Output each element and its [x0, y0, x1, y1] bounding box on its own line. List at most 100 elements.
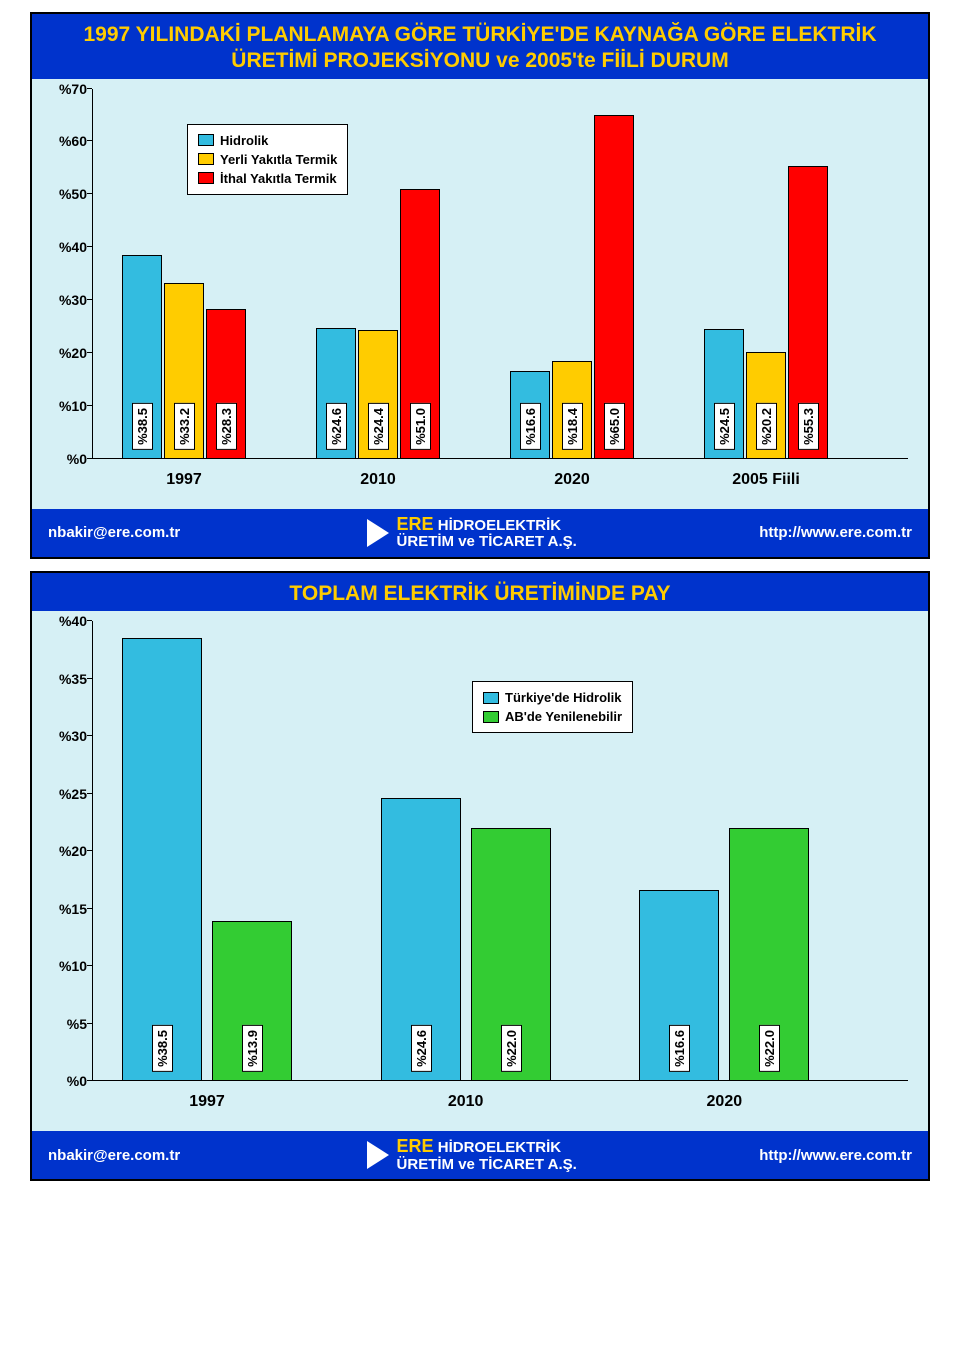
footer-company-block: ERE HİDROELEKTRİK ÜRETİM ve TİCARET A.Ş.: [363, 1137, 577, 1173]
y-axis: [92, 89, 93, 459]
x-tick-label: 1997: [189, 1093, 225, 1111]
y-tick-label: %40: [42, 613, 87, 629]
bar-value-label: %24.4: [368, 403, 389, 450]
legend: Türkiye'de Hidrolik AB'de Yenilenebilir: [472, 681, 633, 733]
bar: %16.6: [510, 371, 550, 459]
legend-item: İthal Yakıtla Termik: [198, 169, 337, 188]
y-tick-label: %25: [42, 786, 87, 802]
bar-value-label: %65.0: [604, 403, 625, 450]
footer-url: http://www.ere.com.tr: [759, 1147, 912, 1164]
y-tick-label: %35: [42, 671, 87, 687]
y-tick-label: %20: [42, 345, 87, 361]
slide-title-2: TOPLAM ELEKTRİK ÜRETİMİNDE PAY: [32, 573, 928, 611]
legend-label: AB'de Yenilenebilir: [505, 709, 622, 724]
y-tick-mark: [87, 735, 92, 736]
y-tick-label: %5: [42, 1016, 87, 1032]
legend-item: Hidrolik: [198, 131, 337, 150]
y-tick-mark: [87, 678, 92, 679]
bar-value-label: %28.3: [216, 403, 237, 450]
y-tick-mark: [87, 850, 92, 851]
company-line1: HİDROELEKTRİK: [438, 1139, 561, 1156]
footer-email: nbakir@ere.com.tr: [48, 1147, 180, 1164]
y-tick-mark: [87, 352, 92, 353]
slide-2: TOPLAM ELEKTRİK ÜRETİMİNDE PAY %0 %5 %10 %1…: [30, 571, 930, 1182]
plot-2: %0%5%10%15%20%25%30%35%401997%38.5%13.92…: [92, 621, 908, 1081]
footer-company-text: ERE HİDROELEKTRİK ÜRETİM ve TİCARET A.Ş.: [397, 1137, 577, 1173]
x-tick-label: 1997: [166, 471, 202, 489]
legend-swatch: [198, 172, 214, 184]
bar-value-label: %24.6: [411, 1025, 432, 1072]
x-tick-label: 2010: [448, 1093, 484, 1111]
bar-value-label: %16.6: [669, 1025, 690, 1072]
footer-2: nbakir@ere.com.tr ERE HİDROELEKTRİK ÜRET…: [32, 1131, 928, 1179]
x-tick-label: 2005 Fiili: [732, 471, 800, 489]
bar-value-label: %13.9: [242, 1025, 263, 1072]
bar-value-label: %20.2: [756, 403, 777, 450]
bar: %13.9: [212, 921, 292, 1081]
bar: %18.4: [552, 361, 592, 458]
bar-value-label: %38.5: [132, 403, 153, 450]
bar: %24.6: [381, 798, 461, 1081]
bar: %24.5: [704, 329, 744, 459]
bar: %16.6: [639, 890, 719, 1081]
bar: %38.5: [122, 255, 162, 459]
y-tick-mark: [87, 88, 92, 89]
bar-value-label: %33.2: [174, 403, 195, 450]
legend-item: AB'de Yenilenebilir: [483, 707, 622, 726]
y-tick-label: %50: [42, 186, 87, 202]
company-line1: HİDROELEKTRİK: [438, 517, 561, 534]
bar-value-label: %22.0: [501, 1025, 522, 1072]
legend: Hidrolik Yerli Yakıtla Termik İthal Yakıtl…: [187, 124, 348, 195]
bar: %24.6: [316, 328, 356, 458]
company-prefix: ERE: [397, 514, 434, 534]
bar-value-label: %38.5: [152, 1025, 173, 1072]
company-prefix: ERE: [397, 1136, 434, 1156]
footer-url: http://www.ere.com.tr: [759, 524, 912, 541]
y-tick-mark: [87, 193, 92, 194]
y-tick-mark: [87, 620, 92, 621]
legend-swatch: [483, 692, 499, 704]
bar: %22.0: [729, 828, 809, 1081]
y-tick-label: %70: [42, 81, 87, 97]
y-tick-label: %10: [42, 398, 87, 414]
x-tick-label: 2010: [360, 471, 396, 489]
y-tick-mark: [87, 1080, 92, 1081]
footer-company-text: ERE HİDROELEKTRİK ÜRETİM ve TİCARET A.Ş.: [397, 515, 577, 551]
bar-value-label: %51.0: [410, 403, 431, 450]
y-tick-label: %0: [42, 1073, 87, 1089]
legend-item: Türkiye'de Hidrolik: [483, 688, 622, 707]
y-tick-mark: [87, 140, 92, 141]
company-line2: ÜRETİM ve TİCARET A.Ş.: [397, 1156, 577, 1173]
bar: %28.3: [206, 309, 246, 459]
bar-value-label: %22.0: [759, 1025, 780, 1072]
legend-label: Yerli Yakıtla Termik: [220, 152, 337, 167]
y-tick-label: %30: [42, 292, 87, 308]
legend-label: Hidrolik: [220, 133, 268, 148]
x-tick-label: 2020: [554, 471, 590, 489]
y-tick-label: %30: [42, 728, 87, 744]
y-tick-mark: [87, 908, 92, 909]
company-line2: ÜRETİM ve TİCARET A.Ş.: [397, 533, 577, 550]
x-tick-label: 2020: [707, 1093, 743, 1111]
y-tick-mark: [87, 299, 92, 300]
legend-swatch: [483, 711, 499, 723]
bar: %65.0: [594, 115, 634, 459]
bar-value-label: %24.5: [714, 403, 735, 450]
chart-2: %0%5%10%15%20%25%30%35%401997%38.5%13.92…: [32, 611, 928, 1131]
y-tick-mark: [87, 458, 92, 459]
legend-label: Türkiye'de Hidrolik: [505, 690, 622, 705]
y-tick-mark: [87, 405, 92, 406]
legend-swatch: [198, 134, 214, 146]
legend-swatch: [198, 153, 214, 165]
legend-label: İthal Yakıtla Termik: [220, 171, 337, 186]
bar: %33.2: [164, 283, 204, 458]
bar-value-label: %55.3: [798, 403, 819, 450]
bar-value-label: %18.4: [562, 403, 583, 450]
slide-title-1: 1997 YILINDAKİ PLANLAMAYA GÖRE TÜRKİYE'D…: [32, 14, 928, 79]
legend-item: Yerli Yakıtla Termik: [198, 150, 337, 169]
y-tick-label: %20: [42, 843, 87, 859]
y-tick-label: %10: [42, 958, 87, 974]
chart-1: %0%10%20%30%40%50%60%701997%38.5%33.2%28…: [32, 79, 928, 509]
play-icon: [367, 519, 389, 547]
slide-1: 1997 YILINDAKİ PLANLAMAYA GÖRE TÜRKİYE'D…: [30, 12, 930, 559]
